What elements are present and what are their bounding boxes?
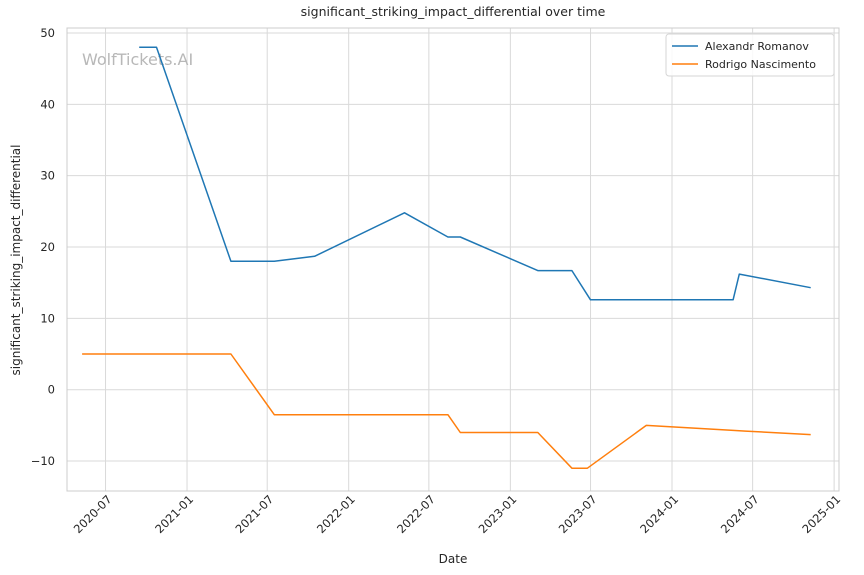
y-tick-label: 50 (40, 26, 55, 40)
x-axis-label: Date (439, 552, 468, 566)
legend-box (665, 33, 835, 77)
watermark-text: WolfTickets.AI (82, 50, 193, 69)
chart-title: significant_striking_impact_differential… (301, 4, 606, 19)
legend-label: Rodrigo Nascimento (705, 58, 816, 71)
y-tick-label: 0 (48, 383, 55, 397)
plot-frame (66, 27, 840, 492)
series-lines (82, 46, 811, 469)
series-line-rodrigo-nascimento (82, 353, 811, 469)
legend: Alexandr Romanov Rodrigo Nascimento (665, 33, 835, 77)
y-axis-label: significant_striking_impact_differential (9, 145, 23, 376)
y-tick-label: 20 (40, 240, 55, 254)
y-tick-labels: −10 0 10 20 30 40 50 (31, 26, 55, 468)
y-tick-label: 10 (40, 311, 55, 325)
y-tick-label: 30 (40, 169, 55, 183)
legend-label: Alexandr Romanov (705, 40, 809, 53)
y-tick-label: −10 (31, 454, 55, 468)
series-line-alexandr-romanov (139, 46, 811, 301)
y-tick-label: 40 (40, 97, 55, 111)
